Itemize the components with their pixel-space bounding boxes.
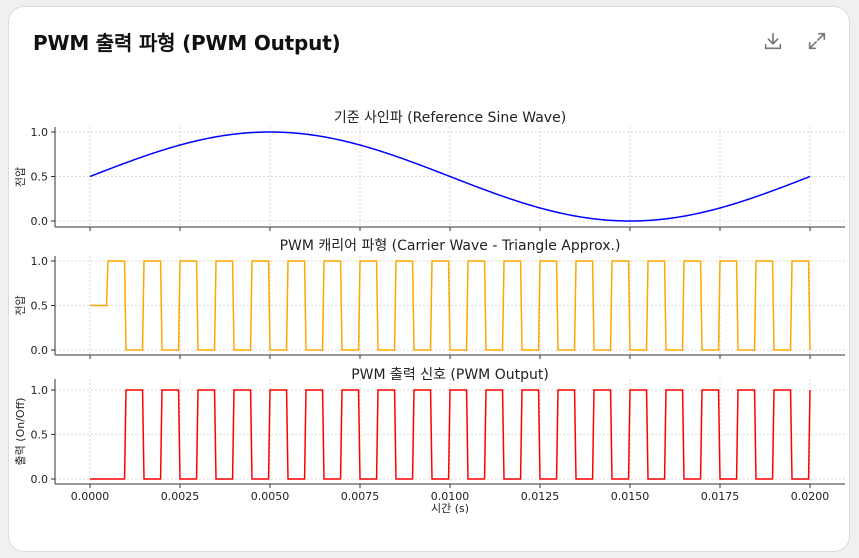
y-tick-label: 0.5 [31,171,49,184]
series-line [90,260,811,351]
x-tick-label: 0.0050 [251,490,290,503]
y-tick-label: 0.5 [31,300,49,313]
card-title: PWM 출력 파형 (PWM Output) [33,31,341,55]
y-tick-label: 1.0 [31,255,49,268]
expand-icon [808,32,826,50]
y-tick-label: 0.0 [31,473,49,486]
x-tick-label: 0.0075 [341,490,380,503]
download-icon [764,32,782,50]
y-tick-label: 0.0 [31,215,49,228]
expand-button[interactable] [803,27,831,55]
subplot-1: 기준 사인파 (Reference Sine Wave) 0.0 0.5 1.0 전압 [14,110,845,231]
x-tick-label: 0.0025 [161,490,200,503]
subplot-2: PWM 캐리어 파형 (Carrier Wave - Triangle Appr… [14,238,845,359]
y-tick-label: 0.5 [31,429,49,442]
subplot-3: PWM 출력 신호 (PWM Output) 0.0 0.5 1.0 0.0000 0.0… [14,367,845,515]
series-line [90,389,811,480]
x-tick-label: 0.0100 [431,490,470,503]
x-tick-label: 0.0000 [71,490,110,503]
y-tick-label: 0.0 [31,344,49,357]
chart-card: PWM 출력 파형 (PWM Output) [8,6,850,552]
y-tick-label: 1.0 [31,126,49,139]
x-tick-label: 0.0175 [701,490,740,503]
x-tick-label: 0.0200 [791,490,830,503]
y-tick-label: 1.0 [31,384,49,397]
x-axis-label: 시간 (s) [431,502,469,515]
y-axis-label: 전압 [14,167,27,187]
subplot-title: PWM 출력 신호 (PWM Output) [351,367,549,383]
subplot-title: PWM 캐리어 파형 (Carrier Wave - Triangle Appr… [280,238,621,254]
subplot-title: 기준 사인파 (Reference Sine Wave) [334,110,566,126]
y-axis-label: 출력 (On/Off) [14,398,27,466]
x-tick-label: 0.0125 [521,490,560,503]
download-button[interactable] [759,27,787,55]
x-tick-label: 0.0150 [611,490,650,503]
y-axis-label: 전압 [14,295,27,315]
series-line [89,131,811,222]
